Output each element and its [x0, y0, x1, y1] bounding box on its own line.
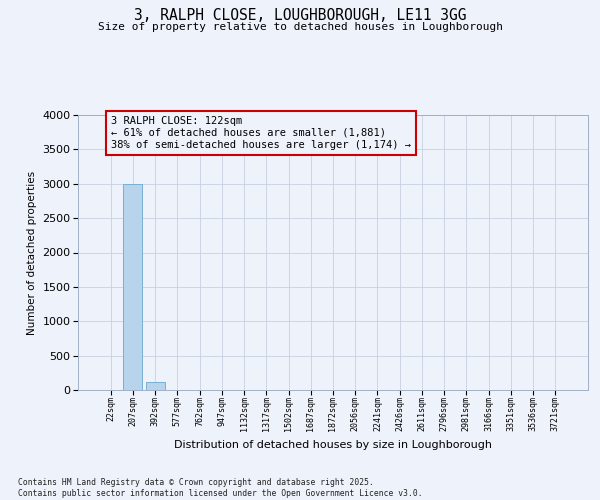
Text: Size of property relative to detached houses in Loughborough: Size of property relative to detached ho…: [97, 22, 503, 32]
Text: Contains HM Land Registry data © Crown copyright and database right 2025.
Contai: Contains HM Land Registry data © Crown c…: [18, 478, 422, 498]
Text: 3, RALPH CLOSE, LOUGHBOROUGH, LE11 3GG: 3, RALPH CLOSE, LOUGHBOROUGH, LE11 3GG: [134, 8, 466, 22]
X-axis label: Distribution of detached houses by size in Loughborough: Distribution of detached houses by size …: [174, 440, 492, 450]
Bar: [146, 382, 164, 390]
Y-axis label: Number of detached properties: Number of detached properties: [26, 170, 37, 334]
Text: 3 RALPH CLOSE: 122sqm
← 61% of detached houses are smaller (1,881)
38% of semi-d: 3 RALPH CLOSE: 122sqm ← 61% of detached …: [111, 116, 411, 150]
Bar: [124, 184, 142, 390]
